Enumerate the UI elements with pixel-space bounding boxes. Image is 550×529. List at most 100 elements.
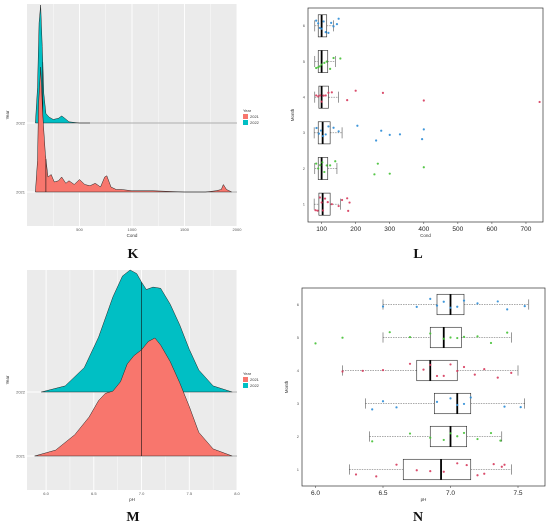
- plot-frame: [301, 287, 546, 487]
- data-point: [388, 172, 391, 175]
- y-tick-label: 4: [303, 94, 306, 99]
- panel-n-boxplot-ph-by-month: 1 2 3 4 5 6 6.0 6.5 7.0 7.5 pH Month: [284, 287, 546, 502]
- data-point: [381, 400, 385, 403]
- panel-label-k: K: [128, 247, 139, 262]
- data-point: [324, 133, 327, 136]
- data-point: [496, 300, 499, 303]
- data-point: [323, 61, 326, 64]
- data-point: [449, 363, 452, 366]
- data-point: [316, 209, 319, 212]
- data-point: [318, 65, 322, 68]
- data-point: [510, 371, 513, 375]
- legend-swatch-2021: [243, 377, 248, 382]
- data-point: [388, 133, 391, 136]
- data-point: [449, 432, 452, 435]
- data-point: [329, 164, 332, 167]
- x-tick-label: 6.5: [378, 490, 387, 497]
- y-tick-label: 1: [303, 201, 306, 206]
- y-axis-label: Year: [5, 375, 10, 385]
- data-point: [408, 335, 412, 339]
- data-point: [330, 91, 333, 94]
- y-axis-label: Month: [284, 380, 289, 393]
- data-point: [332, 126, 335, 129]
- x-tick-label: 1000: [128, 227, 138, 232]
- data-point: [325, 164, 328, 167]
- data-point: [314, 209, 317, 212]
- data-point: [462, 402, 466, 406]
- data-point: [373, 173, 376, 176]
- data-point: [334, 160, 337, 163]
- x-tick-label: 7.5: [186, 491, 192, 496]
- data-point: [317, 167, 320, 170]
- data-point: [348, 201, 351, 204]
- data-point: [435, 400, 439, 403]
- panel-m-ridgeline-ph: 6.0 6.5 7.0 7.5 8.020212022pHYearYear2021202…: [5, 269, 260, 502]
- y-tick-label: 2021: [16, 454, 26, 459]
- data-point: [462, 299, 466, 302]
- data-point: [327, 125, 330, 128]
- data-point: [442, 374, 445, 377]
- data-point: [380, 129, 383, 132]
- x-tick-label: 600: [486, 226, 497, 233]
- data-point: [327, 31, 330, 35]
- data-point: [318, 196, 322, 199]
- y-tick-label: 2: [303, 166, 306, 171]
- data-point: [462, 365, 466, 369]
- data-point: [456, 369, 459, 373]
- data-point: [483, 367, 486, 371]
- data-point: [337, 17, 340, 20]
- data-point: [322, 94, 325, 97]
- data-point: [476, 474, 479, 477]
- data-point: [341, 370, 344, 373]
- data-point: [347, 209, 350, 213]
- data-point: [435, 374, 439, 378]
- data-point: [335, 23, 339, 26]
- data-point: [503, 463, 506, 466]
- data-point: [375, 475, 378, 478]
- data-point: [375, 139, 378, 142]
- data-point: [398, 133, 402, 136]
- data-point: [442, 470, 445, 473]
- data-point: [489, 431, 493, 435]
- data-point: [330, 21, 333, 24]
- data-point: [456, 462, 459, 465]
- data-point: [435, 304, 439, 307]
- data-point: [415, 305, 418, 308]
- data-point: [317, 95, 320, 98]
- data-point: [315, 162, 318, 165]
- data-point: [449, 306, 452, 309]
- legend-swatch-2022: [243, 120, 248, 125]
- y-tick-label: 5: [303, 59, 306, 64]
- panel-label-l: L: [413, 247, 422, 262]
- data-point: [339, 57, 342, 60]
- data-point: [315, 66, 318, 70]
- box-month-3: [433, 392, 472, 415]
- data-point: [346, 197, 349, 200]
- data-point: [314, 342, 317, 345]
- data-point: [361, 369, 364, 372]
- data-point: [473, 373, 476, 376]
- data-point: [317, 66, 320, 69]
- data-point: [415, 469, 418, 472]
- data-point: [324, 31, 327, 34]
- data-point: [326, 201, 329, 204]
- x-tick-label: 500: [76, 227, 83, 232]
- data-point: [422, 166, 425, 169]
- data-point: [320, 63, 323, 66]
- data-point: [321, 134, 325, 138]
- data-point: [538, 100, 541, 104]
- data-point: [324, 94, 327, 97]
- data-point: [354, 89, 357, 92]
- data-point: [327, 91, 330, 94]
- data-point: [376, 162, 379, 165]
- data-point: [341, 336, 344, 339]
- y-tick-label: 6: [297, 302, 300, 307]
- data-point: [319, 129, 323, 132]
- data-point: [500, 465, 503, 468]
- data-point: [317, 22, 320, 25]
- x-tick-label: 200: [350, 226, 361, 233]
- y-tick-label: 1: [297, 467, 300, 472]
- data-point: [442, 438, 445, 442]
- data-point: [318, 26, 322, 30]
- data-point: [381, 369, 385, 372]
